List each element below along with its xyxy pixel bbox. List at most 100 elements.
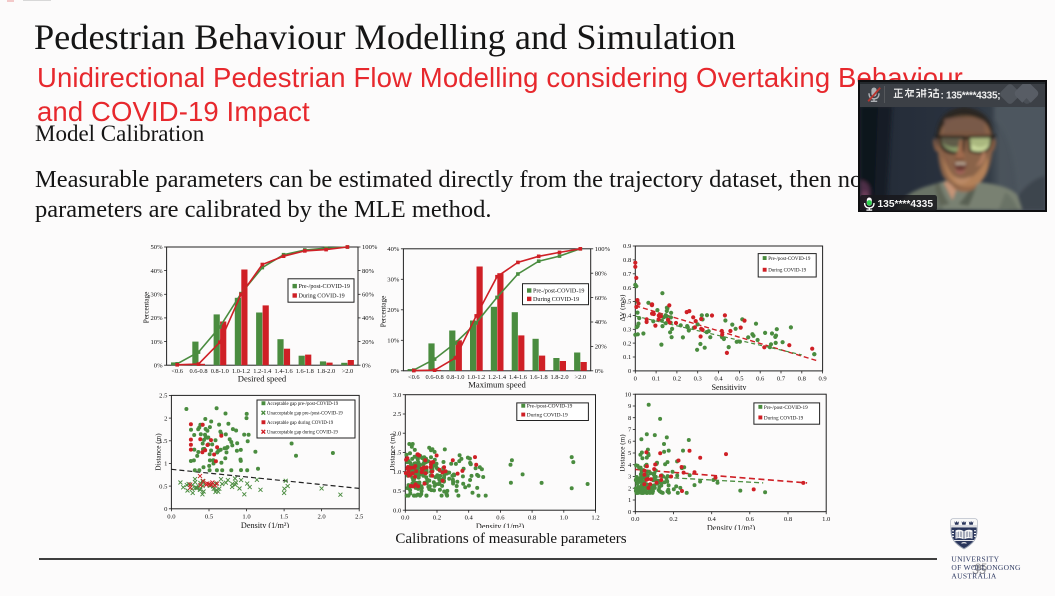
svg-text:0.0: 0.0 bbox=[167, 513, 176, 520]
svg-text:1.5: 1.5 bbox=[159, 438, 168, 445]
svg-text:Pre-/post-COVID-19: Pre-/post-COVID-19 bbox=[299, 284, 350, 290]
svg-text:0.0: 0.0 bbox=[393, 507, 402, 514]
svg-text:0.6: 0.6 bbox=[746, 516, 755, 523]
svg-text:0.0: 0.0 bbox=[401, 515, 410, 522]
svg-text:7: 7 bbox=[628, 427, 632, 434]
svg-text:1.2-1.4: 1.2-1.4 bbox=[253, 368, 272, 375]
svg-text:100%: 100% bbox=[595, 246, 611, 253]
svg-text:0.4: 0.4 bbox=[465, 515, 474, 522]
svg-text:Pre-/post-COVID-19: Pre-/post-COVID-19 bbox=[527, 404, 573, 410]
svg-text:0.8: 0.8 bbox=[623, 257, 632, 264]
svg-text:0.5: 0.5 bbox=[393, 488, 402, 495]
svg-text:50%: 50% bbox=[151, 244, 164, 251]
svg-text:0.3: 0.3 bbox=[623, 327, 632, 334]
svg-text:Desired speed: Desired speed bbox=[238, 374, 287, 384]
svg-text:1.0: 1.0 bbox=[242, 513, 251, 520]
svg-text:1.4-1.6: 1.4-1.6 bbox=[509, 374, 527, 381]
svg-text:40%: 40% bbox=[151, 268, 164, 275]
svg-text:10%: 10% bbox=[151, 339, 164, 346]
svg-text:0.4: 0.4 bbox=[623, 313, 632, 320]
svg-text:During COVID-19: During COVID-19 bbox=[768, 269, 806, 274]
svg-text:10: 10 bbox=[625, 391, 632, 398]
svg-text:8: 8 bbox=[628, 415, 632, 422]
svg-text:0: 0 bbox=[628, 368, 632, 375]
svg-text:0%: 0% bbox=[595, 368, 604, 375]
svg-text:2: 2 bbox=[628, 485, 631, 492]
svg-text:60%: 60% bbox=[595, 295, 608, 302]
svg-text:80%: 80% bbox=[362, 268, 375, 275]
svg-text:0%: 0% bbox=[391, 368, 400, 375]
svg-text:Density (1/m²): Density (1/m²) bbox=[476, 522, 524, 528]
svg-text:2.0: 2.0 bbox=[393, 430, 402, 437]
svg-text:>2.0: >2.0 bbox=[342, 368, 354, 375]
svg-text:1.6-1.8: 1.6-1.8 bbox=[296, 368, 314, 375]
svg-text:Distance (m): Distance (m) bbox=[620, 434, 626, 472]
svg-text:0.4: 0.4 bbox=[714, 375, 723, 382]
svg-text:Unacceptable gap pre-/post-COV: Unacceptable gap pre-/post-COVID-19 bbox=[267, 412, 343, 417]
svg-text:6: 6 bbox=[628, 438, 632, 445]
svg-text:0.0: 0.0 bbox=[631, 516, 640, 523]
svg-text:Pre-/post-COVID-19: Pre-/post-COVID-19 bbox=[764, 405, 808, 411]
svg-text:<0.6: <0.6 bbox=[408, 374, 420, 381]
svg-text:During COVID-19: During COVID-19 bbox=[299, 294, 345, 300]
svg-text:5: 5 bbox=[628, 450, 632, 457]
svg-text:0.5: 0.5 bbox=[735, 375, 744, 382]
svg-text:1.8-2.0: 1.8-2.0 bbox=[550, 374, 568, 381]
svg-text:0.1: 0.1 bbox=[652, 375, 660, 382]
svg-text:0: 0 bbox=[164, 506, 168, 513]
svg-text:1: 1 bbox=[628, 497, 631, 504]
svg-text:0.1: 0.1 bbox=[623, 354, 631, 361]
svg-text:Acceptable gap during COVID-19: Acceptable gap during COVID-19 bbox=[267, 421, 334, 426]
svg-text:Percentage: Percentage bbox=[379, 296, 387, 328]
svg-text:20%: 20% bbox=[362, 339, 375, 346]
svg-text:1: 1 bbox=[164, 461, 167, 468]
svg-text:Distance (m): Distance (m) bbox=[390, 433, 396, 471]
svg-text:0.9: 0.9 bbox=[623, 243, 632, 250]
svg-text:0.7: 0.7 bbox=[777, 375, 786, 382]
svg-text:: 135****4335;: : 135****4335; bbox=[941, 90, 1001, 101]
svg-text:9: 9 bbox=[628, 403, 632, 410]
svg-text:2.5: 2.5 bbox=[393, 411, 402, 418]
svg-text:1.5: 1.5 bbox=[393, 450, 402, 457]
svg-text:0.7: 0.7 bbox=[623, 271, 632, 278]
svg-text:0.2: 0.2 bbox=[433, 515, 441, 522]
svg-text:0.6-0.8: 0.6-0.8 bbox=[189, 368, 207, 375]
svg-text:40%: 40% bbox=[387, 246, 400, 253]
svg-text:0.6: 0.6 bbox=[623, 285, 632, 292]
svg-text:1.0: 1.0 bbox=[393, 469, 402, 476]
svg-text:During COVID-19: During COVID-19 bbox=[764, 415, 804, 421]
svg-text:60%: 60% bbox=[362, 292, 375, 299]
svg-text:0.5: 0.5 bbox=[205, 513, 214, 520]
svg-text:30%: 30% bbox=[387, 277, 400, 284]
svg-text:2.5: 2.5 bbox=[159, 393, 168, 400]
svg-text:0.3: 0.3 bbox=[694, 375, 703, 382]
svg-text:0.8: 0.8 bbox=[784, 516, 793, 523]
svg-text:Density (1/m²): Density (1/m²) bbox=[241, 521, 289, 528]
svg-text:Pre-/post-COVID-19: Pre-/post-COVID-19 bbox=[768, 257, 811, 262]
svg-text:30%: 30% bbox=[151, 292, 164, 299]
svg-text:2.5: 2.5 bbox=[355, 513, 364, 520]
svg-text:0: 0 bbox=[628, 509, 632, 516]
svg-text:0.8: 0.8 bbox=[528, 515, 537, 522]
svg-text:0%: 0% bbox=[154, 362, 163, 369]
svg-text:Sensitivity: Sensitivity bbox=[711, 383, 747, 390]
svg-text:0.9: 0.9 bbox=[818, 375, 827, 382]
svg-text:2.0: 2.0 bbox=[317, 513, 326, 520]
svg-text:0.2: 0.2 bbox=[623, 340, 631, 347]
svg-text:20%: 20% bbox=[151, 315, 164, 322]
svg-text:0.2: 0.2 bbox=[673, 375, 681, 382]
svg-text:Maximum speed: Maximum speed bbox=[468, 379, 526, 389]
svg-text:0.6: 0.6 bbox=[496, 515, 505, 522]
svg-text:0.6: 0.6 bbox=[756, 375, 765, 382]
svg-text:1.8-2.0: 1.8-2.0 bbox=[317, 368, 335, 375]
svg-text:80%: 80% bbox=[595, 270, 608, 277]
svg-text:0.2: 0.2 bbox=[669, 516, 677, 523]
svg-text:20%: 20% bbox=[387, 307, 400, 314]
svg-text:0.8-1.0: 0.8-1.0 bbox=[446, 374, 464, 381]
svg-text:1.2: 1.2 bbox=[591, 515, 599, 522]
svg-text:Unacceptable gap during COVID-: Unacceptable gap during COVID-19 bbox=[267, 431, 338, 436]
svg-text:1.4-1.6: 1.4-1.6 bbox=[275, 368, 293, 375]
svg-text:0.8: 0.8 bbox=[798, 375, 807, 382]
svg-text:0.5: 0.5 bbox=[159, 483, 168, 490]
svg-text:1.0-1.2: 1.0-1.2 bbox=[467, 374, 485, 381]
